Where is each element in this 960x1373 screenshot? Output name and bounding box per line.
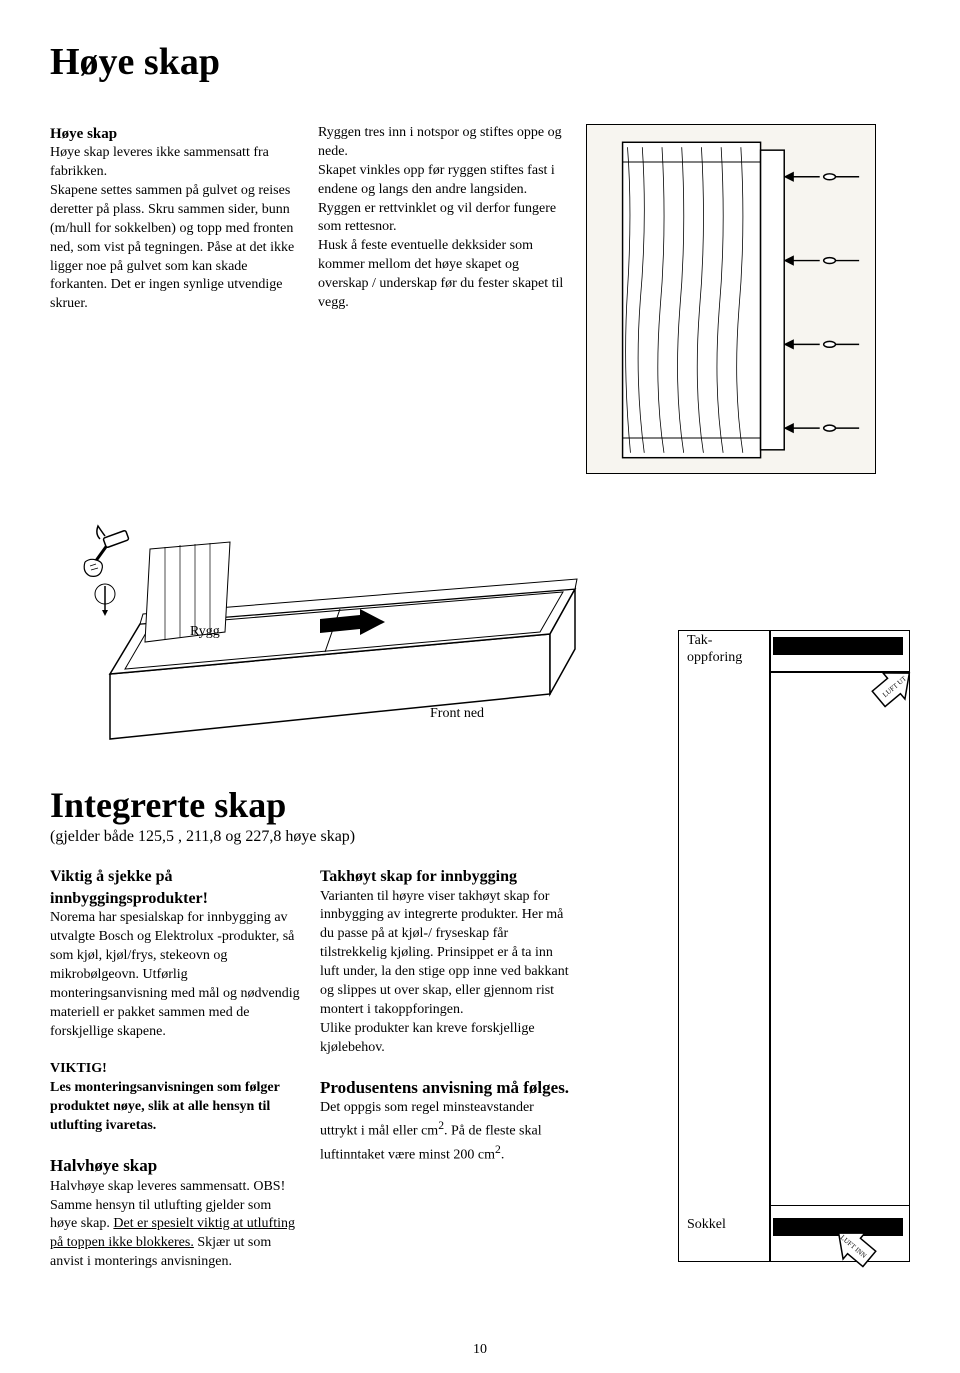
- left-para-1: Norema har spesialskap for innbygging av…: [50, 909, 300, 1041]
- cabinet-diagram: [586, 124, 876, 474]
- left-heading-3: Halvhøye skap: [50, 1155, 300, 1178]
- left-heading-1: Viktig å sjekke på innbyggingsprodukter!: [50, 866, 300, 909]
- page-title: Høye skap: [50, 40, 910, 84]
- sokkel-label: Sokkel: [687, 1217, 726, 1233]
- col1-heading: Høye skap: [50, 124, 300, 144]
- left-heading-2: VIKTIG!: [50, 1060, 300, 1079]
- mid-heading-1: Takhøyt skap for innbygging: [320, 866, 570, 888]
- rygg-label: Rygg: [190, 624, 220, 640]
- front-ned-label: Front ned: [430, 706, 484, 722]
- left-para-3: Halvhøye skap leveres sammensatt. OBS! S…: [50, 1178, 300, 1272]
- box-assembly-diagram: Rygg Front ned: [50, 494, 580, 754]
- mid-heading-2: Produsentens anvisning må følges.: [320, 1077, 570, 1100]
- column-2: Ryggen tres inn i notspor og stiftes opp…: [318, 124, 568, 474]
- col1-body: Høye skap leveres ikke sammensatt fra fa…: [50, 144, 300, 314]
- tak-oppforing-label: Tak- oppforing: [687, 633, 742, 667]
- left-para-2: Les monteringsanvisningen som følger pro…: [50, 1079, 300, 1136]
- left-column: Viktig å sjekke på innbyggingsprodukter!…: [50, 866, 300, 1272]
- page-number: 10: [473, 1342, 487, 1358]
- column-1: Høye skap Høye skap leveres ikke sammens…: [50, 124, 300, 474]
- luft-inn-arrow-icon: LUFT INN: [829, 1221, 879, 1271]
- luft-ut-arrow-icon: LUFT UT: [869, 661, 919, 711]
- top-columns: Høye skap Høye skap leveres ikke sammens…: [50, 124, 910, 474]
- mid-para-2: Det oppgis som regel minsteavstander utt…: [320, 1099, 570, 1165]
- col2-body: Ryggen tres inn i notspor og stiftes opp…: [318, 124, 568, 313]
- ventilation-diagram: Tak- oppforing Sokkel LUFT UT LUFT INN: [678, 630, 910, 1262]
- column-3-illustration: [586, 124, 910, 474]
- middle-column: Takhøyt skap for innbygging Varianten ti…: [320, 866, 570, 1272]
- mid-para-1: Varianten til høyre viser takhøyt skap f…: [320, 888, 570, 1058]
